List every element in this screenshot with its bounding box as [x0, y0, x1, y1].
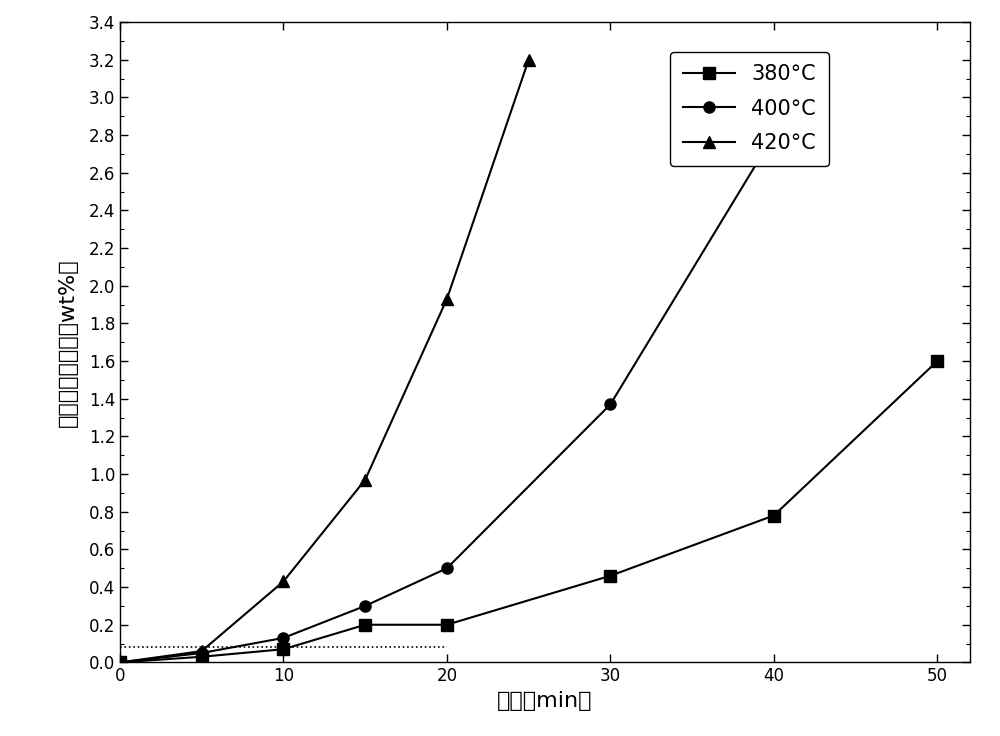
X-axis label: 时间（min）: 时间（min） — [497, 691, 593, 711]
420°C — [523, 55, 535, 64]
400°C — [359, 601, 371, 610]
380°C — [277, 645, 289, 654]
380°C — [196, 652, 208, 661]
Line: 400°C: 400°C — [114, 130, 779, 668]
400°C — [441, 564, 453, 573]
420°C — [196, 647, 208, 656]
380°C — [604, 571, 616, 580]
Line: 420°C: 420°C — [114, 54, 534, 668]
400°C — [604, 400, 616, 408]
420°C — [114, 658, 126, 667]
380°C — [768, 511, 780, 520]
400°C — [768, 131, 780, 140]
420°C — [277, 577, 289, 586]
380°C — [359, 620, 371, 629]
400°C — [277, 634, 289, 643]
Y-axis label: 甲芯不溶物增量（wt%）: 甲芯不溶物增量（wt%） — [58, 258, 78, 427]
400°C — [196, 648, 208, 657]
400°C — [114, 658, 126, 667]
380°C — [441, 620, 453, 629]
Legend: 380°C, 400°C, 420°C: 380°C, 400°C, 420°C — [670, 52, 829, 166]
380°C — [114, 658, 126, 667]
Line: 380°C: 380°C — [114, 355, 943, 668]
380°C — [931, 357, 943, 366]
420°C — [441, 294, 453, 303]
420°C — [359, 475, 371, 484]
